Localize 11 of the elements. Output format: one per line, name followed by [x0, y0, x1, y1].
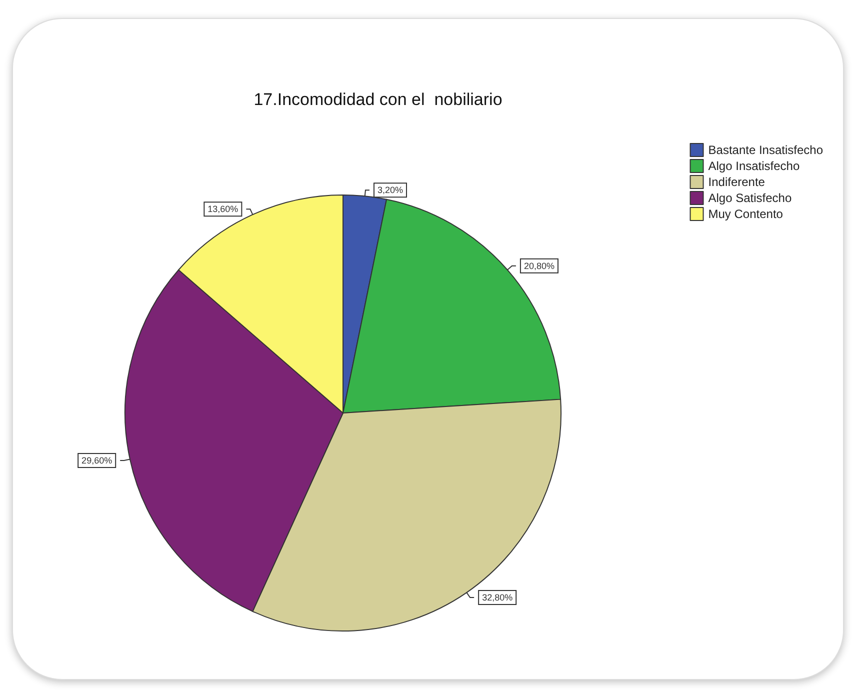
- data-label: 29,60%: [82, 455, 112, 466]
- chart-title: 17.Incomodidad con el nobiliario: [254, 90, 502, 109]
- data-label: 32,80%: [482, 592, 513, 602]
- legend-label: Algo Insatisfecho: [708, 159, 800, 173]
- data-label: 13,60%: [208, 204, 238, 214]
- legend-label: Algo Satisfecho: [708, 191, 792, 205]
- legend-label: Indiferente: [708, 175, 766, 189]
- data-label: 20,80%: [524, 260, 554, 271]
- legend-label: Bastante Insatisfecho: [708, 143, 824, 157]
- data-label: 3,20%: [377, 185, 404, 196]
- legend-label: Muy Contento: [708, 207, 784, 221]
